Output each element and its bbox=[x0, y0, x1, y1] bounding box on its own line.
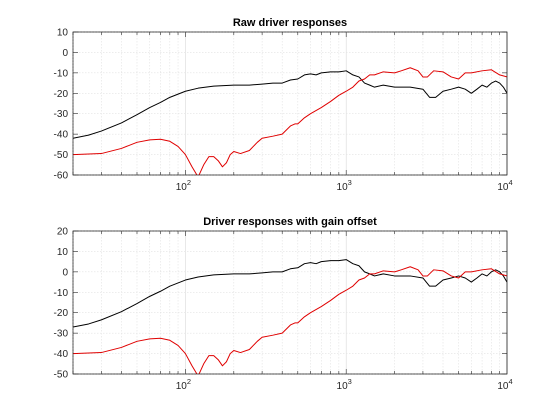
y-tick-label: -50 bbox=[54, 150, 69, 161]
y-tick-label: -10 bbox=[54, 288, 69, 299]
y-tick-label: -30 bbox=[54, 109, 69, 120]
y-tick-label: 10 bbox=[57, 247, 69, 258]
plot-driver-responses-gain-offset: -50 -40 -30 -20 -10 0 10 20 102 103 104 Driver resp… bbox=[54, 216, 513, 392]
x-tick-label: 104 bbox=[497, 377, 512, 392]
y-tick-label: 0 bbox=[62, 48, 68, 59]
axes-frame bbox=[72, 230, 508, 375]
y-tick-label: 20 bbox=[57, 227, 69, 238]
y-tick-label: -40 bbox=[54, 349, 69, 360]
y-tick-label: -40 bbox=[54, 130, 69, 141]
y-tick-label: -50 bbox=[54, 370, 69, 381]
plot-raw-driver-responses: -60 -50 -40 -30 -20 -10 0 10 102 103 104 Raw driver… bbox=[54, 17, 513, 193]
series-line-black bbox=[73, 70, 507, 139]
y-tick-label: -60 bbox=[54, 171, 69, 182]
chart-title: Raw driver responses bbox=[233, 17, 347, 29]
axes-frame bbox=[72, 31, 508, 176]
axes-background bbox=[72, 31, 508, 176]
x-tick-label: 102 bbox=[176, 178, 191, 193]
y-tick-label: 0 bbox=[62, 267, 68, 278]
y-tick-label: -20 bbox=[54, 89, 69, 100]
y-tick-label: -30 bbox=[54, 329, 69, 340]
y-tick-label: 10 bbox=[57, 28, 69, 39]
x-tick-label: 104 bbox=[497, 178, 512, 193]
chart-title: Driver responses with gain offset bbox=[203, 216, 377, 228]
x-tick-label: 102 bbox=[176, 377, 191, 392]
axes-background bbox=[72, 230, 508, 375]
series-line-red bbox=[73, 67, 507, 175]
series-line-black bbox=[73, 259, 507, 328]
y-tick-label: -20 bbox=[54, 308, 69, 319]
y-tick-label: -10 bbox=[54, 68, 69, 79]
series-line-red bbox=[73, 266, 507, 374]
x-tick-label: 103 bbox=[337, 178, 352, 193]
x-tick-label: 103 bbox=[337, 377, 352, 392]
